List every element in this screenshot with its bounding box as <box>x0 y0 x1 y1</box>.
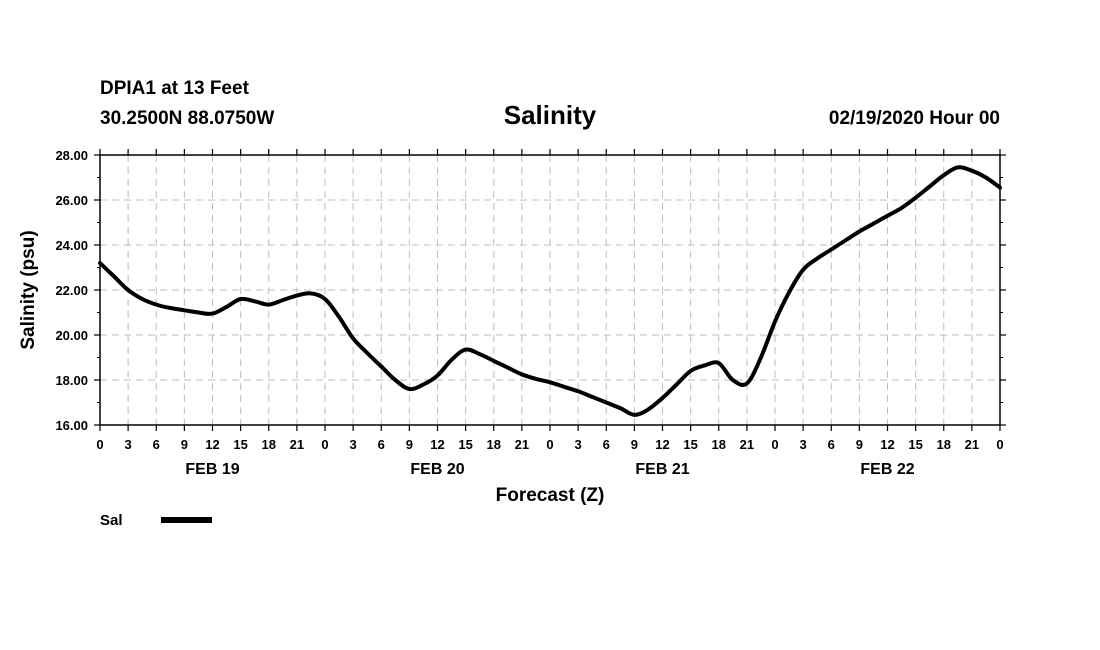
y-tick-label: 16.00 <box>55 418 88 433</box>
x-tick-label: 9 <box>856 437 863 452</box>
x-tick-label: 3 <box>575 437 582 452</box>
tick-marks <box>94 149 1006 431</box>
day-labels: FEB 19 FEB 20 FEB 21 FEB 22 <box>185 461 914 478</box>
day-label: FEB 20 <box>410 461 464 478</box>
x-tick-label: 9 <box>181 437 188 452</box>
x-tick-label: 0 <box>96 437 103 452</box>
forecast-date-label: 02/19/2020 Hour 00 <box>829 108 1000 129</box>
legend-swatch-sal <box>161 517 212 523</box>
x-tick-label: 9 <box>406 437 413 452</box>
x-tick-label: 15 <box>908 437 922 452</box>
x-tick-label: 0 <box>996 437 1003 452</box>
x-axis-label: Forecast (Z) <box>496 485 605 506</box>
day-label: FEB 19 <box>185 461 239 478</box>
x-tick-label: 18 <box>487 437 501 452</box>
y-tick-labels: 16.00 18.00 20.00 22.00 24.00 26.00 28.00 <box>55 148 88 433</box>
day-label: FEB 22 <box>860 461 914 478</box>
x-tick-label: 12 <box>430 437 444 452</box>
x-tick-label: 0 <box>321 437 328 452</box>
legend: Sal <box>100 512 212 529</box>
chart-title: Salinity <box>504 100 597 130</box>
plot-frame <box>99 154 1001 426</box>
x-tick-label: 15 <box>458 437 472 452</box>
y-tick-label: 20.00 <box>55 328 88 343</box>
x-tick-label: 3 <box>800 437 807 452</box>
x-tick-label: 3 <box>350 437 357 452</box>
x-tick-label: 0 <box>771 437 778 452</box>
salinity-series-line <box>98 165 1002 417</box>
x-tick-label: 18 <box>712 437 726 452</box>
y-tick-label: 22.00 <box>55 283 88 298</box>
x-tick-labels: 0 3 6 9 12 15 18 21 0 3 6 9 12 15 18 21 0 3 6 9 12 15 18 21 0 3 6 9… <box>96 437 1003 452</box>
x-tick-label: 6 <box>378 437 385 452</box>
x-tick-label: 18 <box>937 437 951 452</box>
x-tick-label: 15 <box>233 437 247 452</box>
y-tick-label: 26.00 <box>55 193 88 208</box>
station-label: DPIA1 at 13 Feet <box>100 78 250 99</box>
x-tick-label: 21 <box>965 437 979 452</box>
grid-lines <box>100 155 1000 425</box>
x-tick-label: 21 <box>740 437 754 452</box>
x-tick-label: 0 <box>546 437 553 452</box>
x-tick-label: 6 <box>153 437 160 452</box>
legend-label-sal: Sal <box>100 512 123 529</box>
x-tick-label: 15 <box>683 437 697 452</box>
coordinates-label: 30.2500N 88.0750W <box>100 108 274 129</box>
x-tick-label: 12 <box>655 437 669 452</box>
y-tick-label: 24.00 <box>55 238 88 253</box>
x-tick-label: 12 <box>880 437 894 452</box>
x-tick-label: 3 <box>125 437 132 452</box>
x-tick-label: 6 <box>603 437 610 452</box>
day-label: FEB 21 <box>635 461 689 478</box>
x-tick-label: 6 <box>828 437 835 452</box>
x-tick-label: 18 <box>262 437 276 452</box>
x-tick-label: 21 <box>290 437 304 452</box>
y-axis-label: Salinity (psu) <box>18 230 39 349</box>
x-tick-label: 21 <box>515 437 529 452</box>
y-tick-label: 28.00 <box>55 148 88 163</box>
y-tick-label: 18.00 <box>55 373 88 388</box>
x-tick-label: 9 <box>631 437 638 452</box>
x-tick-label: 12 <box>205 437 219 452</box>
